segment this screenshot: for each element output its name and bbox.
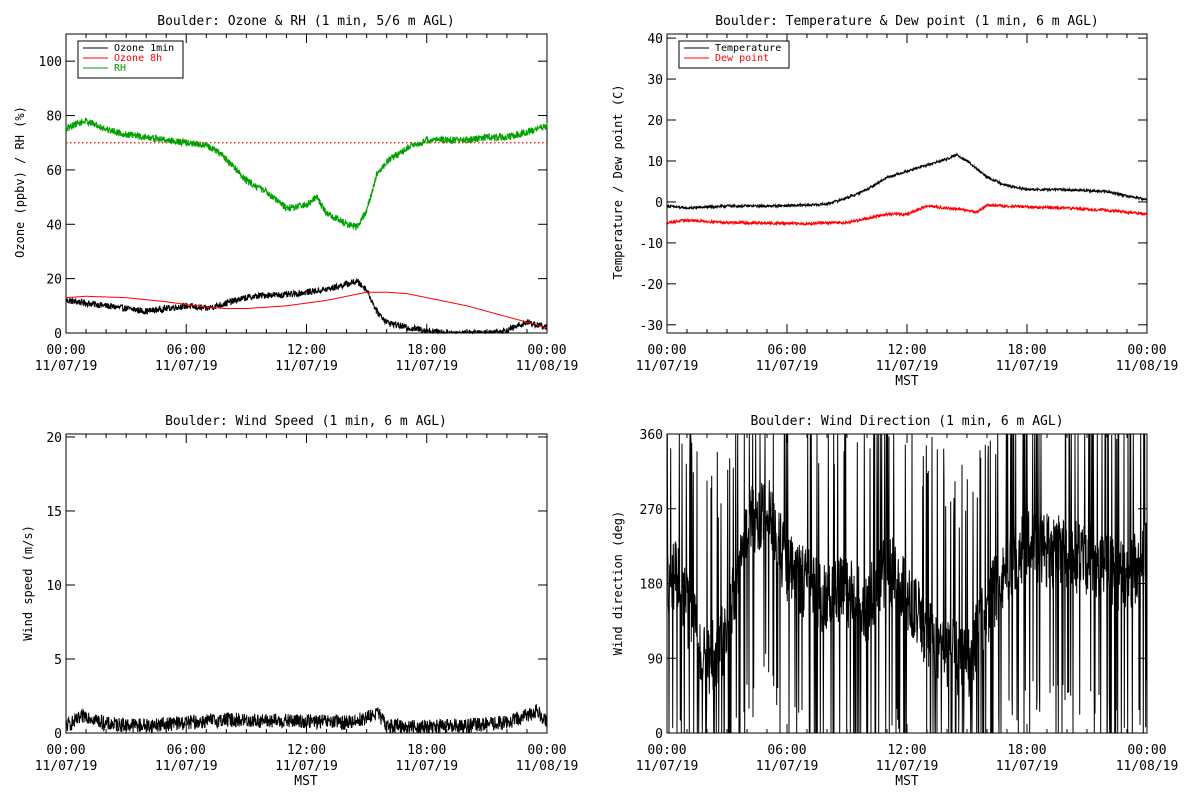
x-tick-label: 00:00 xyxy=(527,743,566,758)
y-tick-label: 20 xyxy=(46,273,62,288)
x-tick-label: 00:00 xyxy=(1127,743,1166,758)
y-tick-label: -30 xyxy=(640,319,663,334)
x-tick-label: 06:00 xyxy=(167,743,206,758)
series-line-temperature xyxy=(666,152,1148,211)
x-tick-label: 12:00 xyxy=(287,343,326,358)
x-tick-label: 18:00 xyxy=(1007,743,1046,758)
series-line-rh xyxy=(65,117,548,231)
chart-title: Boulder: Ozone & RH (1 min, 5/6 m AGL) xyxy=(157,14,454,29)
plot-frame xyxy=(65,33,548,334)
y-tick-label: 5 xyxy=(54,653,62,668)
y-tick-label: 40 xyxy=(46,218,62,233)
x-tick-label: 00:00 xyxy=(46,343,85,358)
y-axis-label: Temperature / Dew point (C) xyxy=(611,84,625,279)
legend-box xyxy=(678,40,790,69)
x-tick-date-label: 11/07/19 xyxy=(876,759,939,774)
x-tick-date-label: 11/08/19 xyxy=(516,359,579,374)
x-tick-label: 12:00 xyxy=(887,743,926,758)
x-tick-date-label: 11/07/19 xyxy=(395,359,458,374)
y-tick-label: -20 xyxy=(640,278,663,293)
panel-temperature-dewpoint: Boulder: Temperature & Dew point (1 min,… xyxy=(611,14,1178,389)
y-tick-label: 80 xyxy=(46,110,62,125)
series-line-data xyxy=(666,433,1148,734)
x-tick-date-label: 11/07/19 xyxy=(35,359,98,374)
x-tick-date-label: 11/07/19 xyxy=(756,359,819,374)
y-tick-label: 10 xyxy=(647,155,663,170)
legend-label: Ozone 8h xyxy=(114,53,162,64)
x-tick-date-label: 11/07/19 xyxy=(876,359,939,374)
y-axis-label: Wind speed (m/s) xyxy=(21,525,35,641)
x-tick-label: 06:00 xyxy=(767,343,806,358)
x-tick-label: 00:00 xyxy=(647,743,686,758)
chart-title: Boulder: Temperature & Dew point (1 min,… xyxy=(715,14,1099,29)
y-tick-label: 60 xyxy=(46,164,62,179)
series-line-dew-point xyxy=(666,202,1148,227)
chart-title: Boulder: Wind Speed (1 min, 6 m AGL) xyxy=(165,414,447,429)
x-tick-label: 18:00 xyxy=(1007,343,1046,358)
x-tick-label: 06:00 xyxy=(167,343,206,358)
x-tick-label: 00:00 xyxy=(647,343,686,358)
x-tick-date-label: 11/08/19 xyxy=(516,759,579,774)
y-tick-label: 270 xyxy=(640,503,663,518)
x-tick-date-label: 11/07/19 xyxy=(395,759,458,774)
y-tick-label: 0 xyxy=(655,196,663,211)
series-line-ozone-1min xyxy=(65,277,548,335)
x-axis-label: MST xyxy=(895,774,919,789)
x-tick-date-label: 11/07/19 xyxy=(636,359,699,374)
x-tick-date-label: 11/07/19 xyxy=(155,359,218,374)
y-tick-label: 0 xyxy=(655,727,663,742)
x-tick-label: 00:00 xyxy=(46,743,85,758)
x-tick-date-label: 11/08/19 xyxy=(1116,359,1179,374)
y-tick-label: -10 xyxy=(640,237,663,252)
y-tick-label: 360 xyxy=(640,428,663,443)
x-tick-date-label: 11/07/19 xyxy=(996,359,1059,374)
y-tick-label: 15 xyxy=(46,505,62,520)
y-tick-label: 20 xyxy=(46,431,62,446)
y-tick-label: 0 xyxy=(54,327,62,342)
x-tick-date-label: 11/07/19 xyxy=(275,759,338,774)
x-tick-label: 00:00 xyxy=(1127,343,1166,358)
series-line-data xyxy=(65,704,548,734)
y-tick-label: 100 xyxy=(39,55,62,70)
x-axis-label: MST xyxy=(294,774,318,789)
x-tick-label: 12:00 xyxy=(287,743,326,758)
y-axis-label: Ozone (ppbv) / RH (%) xyxy=(13,106,27,258)
y-tick-label: 40 xyxy=(647,32,663,47)
y-tick-label: 90 xyxy=(647,652,663,667)
plot-frame xyxy=(65,433,548,734)
y-axis-label: Wind direction (deg) xyxy=(611,511,625,656)
x-tick-date-label: 11/07/19 xyxy=(275,359,338,374)
y-tick-label: 30 xyxy=(647,73,663,88)
y-tick-label: 0 xyxy=(54,727,62,742)
y-tick-label: 20 xyxy=(647,114,663,129)
x-tick-label: 18:00 xyxy=(407,343,446,358)
x-tick-label: 00:00 xyxy=(527,343,566,358)
legend-label: Dew point xyxy=(715,53,769,64)
x-tick-label: 06:00 xyxy=(767,743,806,758)
y-tick-label: 10 xyxy=(46,579,62,594)
legend-label: RH xyxy=(114,63,126,74)
x-tick-date-label: 11/07/19 xyxy=(996,759,1059,774)
x-axis-label: MST xyxy=(895,374,919,389)
panel-wind-direction: Boulder: Wind Direction (1 min, 6 m AGL)… xyxy=(611,414,1178,789)
panel-wind-speed: Boulder: Wind Speed (1 min, 6 m AGL) MST… xyxy=(21,414,578,789)
series-line-ozone-8h xyxy=(65,291,548,329)
y-tick-label: 180 xyxy=(640,578,663,593)
x-tick-label: 12:00 xyxy=(887,343,926,358)
legend-label: Temperature xyxy=(715,43,781,54)
x-tick-label: 18:00 xyxy=(407,743,446,758)
x-tick-date-label: 11/07/19 xyxy=(636,759,699,774)
chart-title: Boulder: Wind Direction (1 min, 6 m AGL) xyxy=(750,414,1063,429)
legend-box xyxy=(77,40,184,79)
panel-ozone-rh: Boulder: Ozone & RH (1 min, 5/6 m AGL) O… xyxy=(13,14,578,374)
x-tick-date-label: 11/07/19 xyxy=(756,759,819,774)
x-tick-date-label: 11/07/19 xyxy=(35,759,98,774)
x-tick-date-label: 11/08/19 xyxy=(1116,759,1179,774)
legend-label: Ozone 1min xyxy=(114,43,174,54)
x-tick-date-label: 11/07/19 xyxy=(155,759,218,774)
plot-frame xyxy=(666,33,1148,334)
